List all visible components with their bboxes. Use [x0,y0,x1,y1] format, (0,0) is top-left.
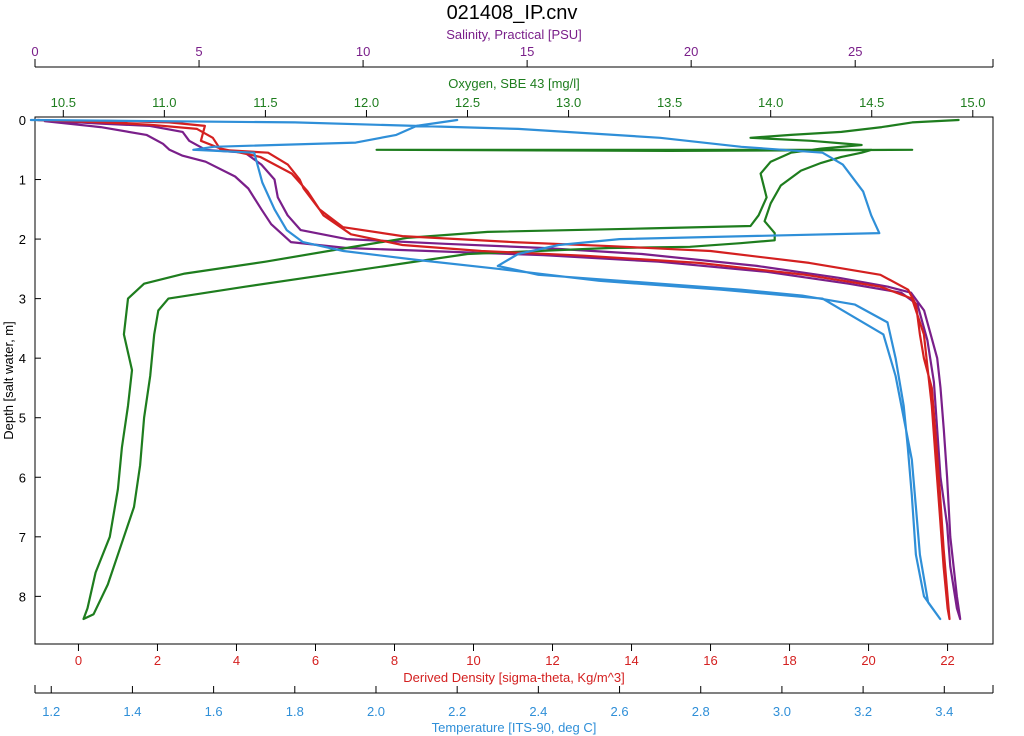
y-tick-label: 1 [19,173,26,188]
x-tick-label: 14.0 [758,95,783,110]
x-tick-label: 0 [31,44,38,59]
x-tick-label: 2.6 [611,704,629,719]
y-tick-label: 3 [19,292,26,307]
x-tick-label: 22 [940,653,954,668]
x-tick-label: 15 [520,44,534,59]
series-line-density [35,118,951,621]
x-tick-label: 10 [466,653,480,668]
x-tick-label: 5 [195,44,202,59]
series-layer [29,118,962,621]
x-tick-label: 6 [312,653,319,668]
y-tick-label: 8 [19,589,26,604]
x-tick-label: 12.0 [354,95,379,110]
x-tick-label: 2.8 [692,704,710,719]
x-axis-title-oxygen: Oxygen, SBE 43 [mg/l] [448,76,580,91]
x-tick-label: 3.4 [935,704,953,719]
x-tick-label: 0 [75,653,82,668]
x-tick-label: 1.8 [286,704,304,719]
x-tick-label: 11.5 [253,95,277,110]
y-axis-label: Depth [salt water, m] [1,321,16,440]
x-tick-label: 13.0 [556,95,581,110]
plot-area-frame [34,116,994,645]
x-tick-label: 4 [233,653,240,668]
x-tick-label: 2.4 [529,704,547,719]
y-tick-label: 7 [19,530,26,545]
series-line-temperature [29,118,942,621]
x-axis-temperature: 1.2 1.4 1.6 1.8 2.0 2.2 2.4 2.6 2.8 3.0 3.2 3.4 Temp… [34,685,994,735]
x-tick-label: 2.0 [367,704,385,719]
chart-title: 021408_IP.cnv [446,2,578,24]
x-axis-oxygen: 10.5 11.0 11.5 12.0 12.5 13.0 13.5 14.0 14.5 15.0… [51,76,985,117]
y-tick-label: 6 [19,470,26,485]
series-line-oxygen [82,118,960,621]
x-tick-label: 8 [391,653,398,668]
x-axis-title-density: Derived Density [sigma-theta, Kg/m^3] [403,670,624,685]
x-tick-label: 18 [782,653,796,668]
y-tick-label: 2 [19,232,26,247]
x-axis-density: 0 2 4 6 8 10 12 14 16 18 20 22 Derived Density [sigm… [75,644,955,685]
x-tick-label: 14 [624,653,638,668]
x-tick-label: 25 [848,44,862,59]
x-tick-label: 15.0 [960,95,985,110]
x-tick-label: 1.4 [123,704,141,719]
x-tick-label: 20 [861,653,875,668]
x-tick-label: 10.5 [51,95,76,110]
x-tick-label: 12 [545,653,559,668]
x-tick-label: 16 [703,653,717,668]
x-axis-title-salinity: Salinity, Practical [PSU] [446,27,582,42]
x-tick-label: 20 [684,44,698,59]
y-tick-label: 5 [19,411,26,426]
x-tick-label: 2.2 [448,704,466,719]
series-line-salinity [37,118,962,621]
x-tick-label: 1.6 [205,704,223,719]
x-tick-label: 11.0 [152,95,176,110]
x-tick-label: 10 [356,44,370,59]
y-tick-label: 0 [19,113,26,128]
x-tick-label: 2 [154,653,161,668]
x-tick-label: 14.5 [859,95,884,110]
x-tick-label: 13.5 [657,95,682,110]
x-axis-title-temperature: Temperature [ITS-90, deg C] [432,720,597,735]
x-axis-salinity: 0 5 10 15 20 25 Salinity, Practical [PSU] [31,27,994,68]
x-tick-label: 3.0 [773,704,791,719]
x-tick-label: 1.2 [42,704,60,719]
x-tick-label: 3.2 [854,704,872,719]
x-tick-label: 12.5 [455,95,480,110]
y-tick-label: 4 [19,351,26,366]
